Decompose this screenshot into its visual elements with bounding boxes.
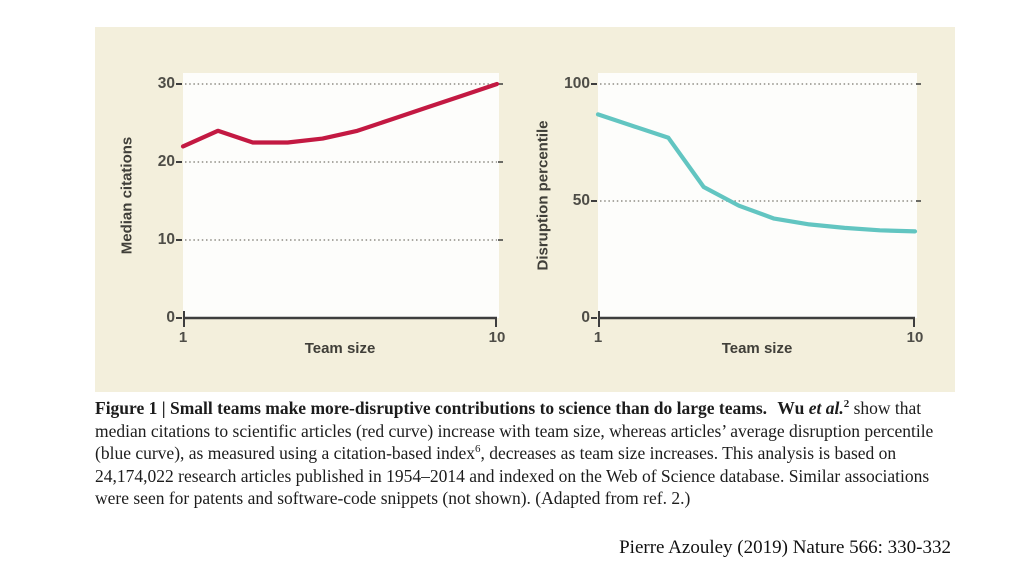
y-tick-label: 0 [166,309,175,326]
median-citations-red-curve [180,81,500,149]
credit-line: Pierre Azouley (2019) Nature 566: 330-33… [619,537,951,558]
y-tick-label: 100 [564,75,590,92]
plot-area [183,73,499,318]
y-tick-label: 0 [581,309,590,326]
y-tick-label: 30 [157,75,175,92]
caption-body-1: show that median citations to scientific… [95,398,934,463]
x-tick-label: 10 [906,329,924,346]
caption-bold-title: Figure 1 | Small teams make more-disrupt… [95,398,768,418]
y-axis-label-median-citations: Median citations [118,136,136,255]
plot-area [598,73,917,318]
x-tick-label: 10 [488,329,506,346]
caption-index-superscript: 6 [475,443,481,456]
x-tick-label: 1 [178,329,188,346]
disruption-percentile-blue-curve [595,112,918,234]
x-tick-label: 1 [593,329,603,346]
figure-caption: Figure 1 | Small teams make more-disrupt… [95,397,953,510]
x-axis-label-team-size-right: Team size [721,340,793,357]
y-tick-label: 50 [572,192,590,209]
caption-ref-etal: et al. [808,398,844,418]
y-tick-label: 10 [157,231,175,248]
caption-body-2: , decreases as team size increases. This… [95,443,930,508]
y-tick-label: 20 [157,153,175,170]
caption-ref-superscript: 2 [843,398,850,411]
x-axis-label-team-size-left: Team size [304,340,376,357]
caption-ref-authors: Wu [777,398,809,418]
caption-reference: Wu et al.2 [777,398,849,418]
